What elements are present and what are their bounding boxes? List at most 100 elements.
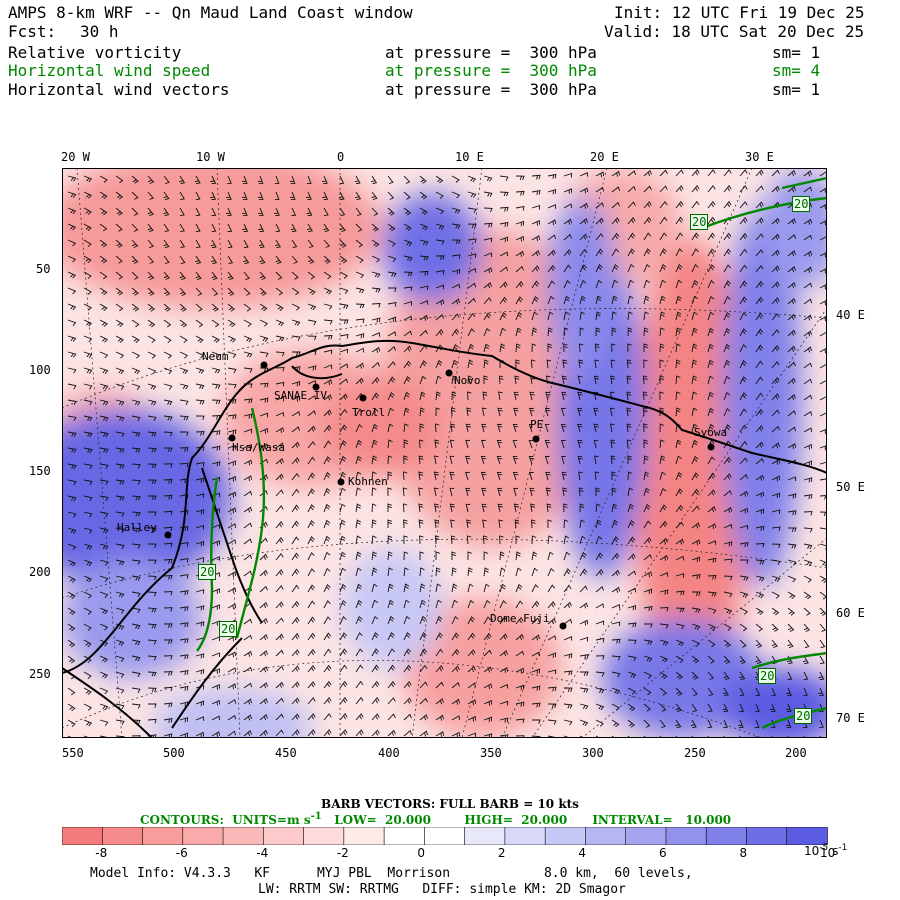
wind-barb: [227, 460, 237, 466]
wind-barb: [707, 671, 715, 680]
wind-barb: [227, 335, 236, 343]
wind-barb: [499, 535, 504, 545]
wind-barb: [227, 587, 237, 594]
wind-barb: [803, 671, 809, 681]
wind-barb: [467, 699, 477, 706]
wind-barb: [675, 279, 683, 289]
wind-barb: [499, 251, 509, 257]
wind-barb: [595, 637, 605, 643]
wind-barb: [659, 423, 665, 433]
wind-barb: [483, 191, 493, 198]
wind-barb: [627, 719, 635, 728]
wind-barb: [707, 623, 717, 631]
wind-barb: [291, 520, 300, 529]
wind-barb: [547, 584, 556, 593]
wind-barb: [83, 639, 92, 648]
wind-barb: [739, 344, 747, 353]
wind-barb: [755, 265, 764, 273]
wind-barb: [291, 697, 300, 705]
wind-barb: [419, 314, 429, 321]
wind-barb: [465, 439, 470, 449]
wind-barb: [675, 232, 684, 241]
wind-barb: [451, 599, 458, 609]
wind-barb: [803, 443, 813, 450]
wind-barb: [275, 319, 285, 327]
wind-barb: [307, 600, 316, 609]
colorbar-tick-label: 10: [820, 846, 836, 860]
wind-barb: [307, 456, 316, 465]
wind-barb: [99, 287, 108, 296]
wind-barb: [547, 719, 557, 725]
wind-barb: [131, 511, 141, 517]
wind-barb: [739, 703, 745, 713]
wind-barb: [675, 216, 684, 225]
wind-barb: [483, 616, 492, 625]
wind-barb: [449, 455, 455, 465]
wind-barb: [115, 559, 125, 566]
wind-barb: [691, 359, 698, 369]
wind-barb: [419, 329, 428, 337]
wind-barb: [691, 327, 698, 337]
wind-barb: [659, 295, 666, 305]
wind-barb: [275, 633, 284, 641]
wind-barb: [83, 399, 93, 406]
wind-barb: [771, 509, 781, 515]
wind-barb: [467, 551, 472, 560]
colorbar-swatch: [585, 827, 627, 845]
wind-barb: [675, 655, 684, 664]
wind-barb: [803, 282, 813, 289]
wind-barb: [499, 221, 509, 227]
wind-barb: [435, 632, 443, 641]
wind-barb: [531, 668, 541, 675]
wind-barb: [451, 648, 460, 657]
wind-barb: [515, 633, 524, 641]
colorbar-swatch: [464, 827, 506, 845]
wind-barb: [739, 457, 748, 465]
wind-barb: [147, 351, 156, 359]
wind-barb: [739, 591, 749, 598]
wind-barb: [611, 170, 621, 177]
wind-barb: [723, 489, 732, 497]
wind-barb: [515, 311, 523, 321]
wind-barb: [530, 359, 536, 369]
station-label: PE: [530, 418, 544, 431]
contours-interval: INTERVAL= 10.000: [592, 813, 732, 827]
wind-barb: [435, 239, 445, 245]
wind-barb: [115, 367, 125, 375]
wind-barb: [355, 696, 364, 705]
station-label: Troll: [352, 406, 386, 419]
wind-barb: [659, 375, 664, 384]
wind-barb: [163, 575, 173, 580]
wind-barb: [754, 719, 760, 729]
wind-barb: [227, 414, 237, 420]
wind-barb: [755, 607, 764, 616]
wind-barb: [371, 332, 381, 337]
wind-barb: [322, 175, 328, 185]
wind-barb: [147, 463, 157, 469]
wind-barb: [259, 443, 269, 450]
wind-barb: [339, 271, 348, 279]
wind-barb: [355, 519, 362, 529]
wind-barb: [547, 567, 555, 577]
wind-barb: [179, 287, 187, 296]
wind-barb: [675, 455, 682, 465]
wind-barb: [627, 263, 635, 273]
wind-barb: [579, 343, 584, 353]
wind-barb: [481, 487, 487, 497]
wind-barb: [643, 359, 648, 369]
colorbar-swatch: [343, 827, 385, 845]
colorbar-tick-label: 2: [497, 846, 506, 860]
wind-barb: [195, 239, 201, 249]
wind-barb: [563, 503, 568, 513]
wind-barb: [323, 471, 331, 481]
wind-barb: [179, 207, 185, 217]
wind-barb: [787, 313, 796, 321]
station-label: Neum: [202, 350, 229, 363]
wind-barb: [387, 567, 393, 577]
wind-barb: [480, 439, 486, 449]
wind-barb: [355, 333, 365, 339]
wind-barb: [483, 297, 492, 305]
wind-barb: [787, 543, 797, 549]
wind-barb: [579, 654, 589, 660]
wind-barb: [67, 623, 76, 632]
